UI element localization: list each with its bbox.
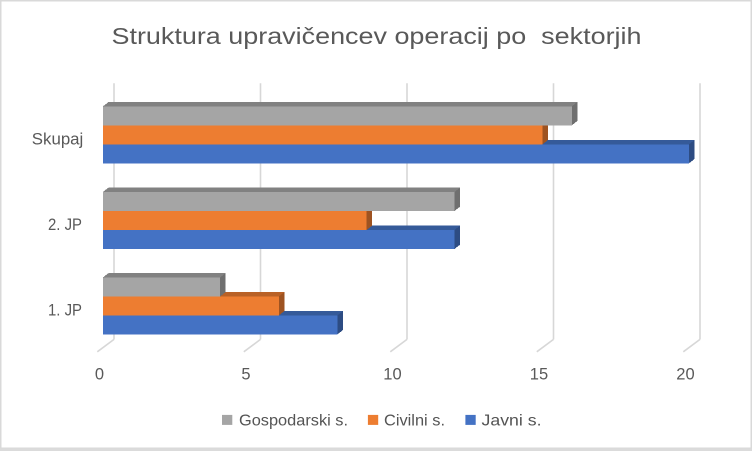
svg-text:2. JP: 2. JP <box>48 216 82 234</box>
svg-text:0: 0 <box>95 365 104 383</box>
svg-text:Struktura upravičencev operaci: Struktura upravičencev operacij po sekto… <box>112 23 642 49</box>
svg-text:10: 10 <box>383 365 401 383</box>
svg-text:1. JP: 1. JP <box>48 302 82 320</box>
svg-text:5: 5 <box>241 365 250 383</box>
svg-text:Skupaj: Skupaj <box>32 131 84 149</box>
svg-text:Javni s.: Javni s. <box>482 413 542 430</box>
svg-text:Civilni s.: Civilni s. <box>384 413 445 430</box>
svg-text:Gospodarski s.: Gospodarski s. <box>239 413 348 430</box>
svg-text:20: 20 <box>676 365 694 383</box>
svg-text:15: 15 <box>530 365 548 383</box>
